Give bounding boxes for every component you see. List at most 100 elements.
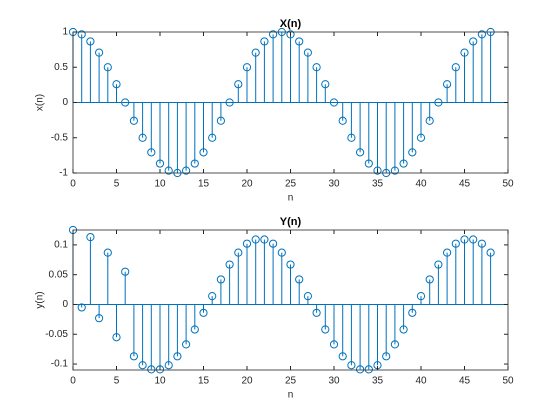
- stem-marker: [390, 340, 399, 349]
- stem-marker: [216, 116, 225, 125]
- stem: [77, 30, 86, 103]
- stem-marker: [86, 233, 95, 242]
- stem-marker: [216, 275, 225, 284]
- stem: [182, 102, 191, 175]
- stem: [103, 248, 112, 305]
- stem: [469, 235, 478, 305]
- stem-marker: [443, 80, 452, 89]
- stem: [382, 304, 391, 361]
- stem: [356, 304, 365, 374]
- stem: [190, 102, 199, 168]
- stem-marker: [338, 352, 347, 361]
- x-tick-label: 25: [285, 179, 297, 190]
- stem-marker: [443, 248, 452, 257]
- x-tick-label: 45: [459, 179, 471, 190]
- stem-marker: [190, 159, 199, 168]
- stem: [216, 275, 225, 305]
- stem: [208, 292, 217, 305]
- stem-marker: [199, 148, 208, 157]
- x-tick-label: 5: [114, 376, 120, 387]
- stem: [364, 304, 373, 374]
- stem-marker: [129, 116, 138, 125]
- stem: [416, 102, 426, 142]
- stem: [155, 304, 165, 374]
- stem-marker: [95, 48, 104, 57]
- stem-marker: [347, 361, 356, 370]
- stem-marker: [103, 63, 112, 72]
- y-tick-label: -0.1: [51, 359, 69, 370]
- stem: [147, 102, 156, 157]
- stem: [373, 102, 382, 175]
- stem-marker: [260, 37, 269, 46]
- x-axis-label: n: [288, 193, 294, 204]
- stem: [155, 102, 165, 168]
- stem-marker: [451, 63, 460, 72]
- stem-marker: [269, 239, 278, 248]
- stem-marker: [242, 63, 252, 72]
- x-tick-label: 30: [328, 376, 340, 387]
- stem: [425, 102, 434, 125]
- stem: [277, 248, 286, 305]
- stem-marker: [460, 48, 469, 57]
- x-tick-label: 20: [241, 376, 253, 387]
- stem-marker: [121, 267, 130, 276]
- stem-marker: [182, 340, 191, 349]
- stem-marker: [260, 235, 269, 244]
- stem-marker: [469, 235, 478, 244]
- stem: [321, 304, 330, 334]
- stem-marker: [469, 37, 478, 46]
- stem-marker: [477, 30, 486, 39]
- subplot: 0 5 10 15 20 25 30 35 40 45 50 -0.1 -0.05 0 0.05 0.1 Y(n…: [35, 216, 514, 401]
- stem: [242, 63, 252, 103]
- stem-marker: [182, 166, 191, 175]
- x-tick-label: 15: [198, 376, 210, 387]
- stem: [460, 48, 469, 103]
- stem-marker: [295, 37, 304, 46]
- stem: [251, 235, 260, 305]
- stem-marker: [112, 80, 121, 89]
- stem: [477, 239, 486, 305]
- stem-marker: [434, 260, 443, 269]
- stem: [251, 48, 260, 103]
- stem: [356, 102, 365, 157]
- stem-marker: [321, 325, 330, 334]
- stem-marker: [190, 325, 199, 334]
- x-tick-label: 40: [415, 376, 427, 387]
- stem: [121, 267, 130, 305]
- stem-marker: [373, 166, 382, 175]
- stem-marker: [356, 148, 365, 157]
- y-tick-label: -0.5: [51, 132, 69, 143]
- stem: [129, 102, 138, 125]
- stem: [86, 233, 95, 305]
- x-tick-label: 35: [372, 179, 384, 190]
- stem-marker: [173, 352, 182, 361]
- stem: [295, 37, 304, 103]
- stem-marker: [251, 235, 260, 244]
- stem-marker: [138, 133, 147, 142]
- stem: [260, 37, 269, 103]
- y-tick-label: 0.1: [54, 240, 68, 251]
- x-tick-label: 25: [285, 376, 297, 387]
- stem-marker: [77, 303, 86, 312]
- stem-marker: [416, 133, 426, 142]
- x-tick-label: 0: [70, 376, 76, 387]
- stem: [399, 102, 408, 168]
- stem: [416, 292, 426, 305]
- x-tick-label: 40: [415, 179, 427, 190]
- stem: [138, 304, 147, 370]
- stem-marker: [286, 260, 295, 269]
- stem: [443, 248, 452, 305]
- x-axis-label: n: [288, 390, 294, 401]
- stem: [173, 304, 182, 361]
- stem-marker: [425, 116, 434, 125]
- stem-marker: [95, 314, 104, 323]
- stem-marker: [329, 98, 339, 107]
- stem-marker: [399, 325, 408, 334]
- stem-marker: [451, 239, 460, 248]
- stem-marker: [408, 148, 417, 157]
- axes-box: [72, 229, 509, 371]
- stem: [190, 304, 199, 334]
- stem-marker: [434, 98, 443, 107]
- stem: [208, 102, 217, 142]
